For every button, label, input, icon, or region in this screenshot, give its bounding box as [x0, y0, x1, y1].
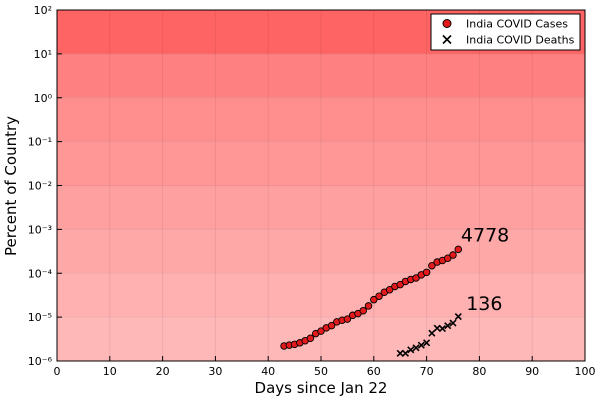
- legend-label-cases: India COVID Cases: [466, 18, 568, 31]
- background-band-4: [57, 141, 585, 186]
- y-tick-label-3: 10⁻³: [28, 223, 52, 236]
- y-tick-label-8: 10²: [34, 4, 52, 17]
- legend-label-deaths: India COVID Deaths: [466, 34, 575, 47]
- background-bands: [57, 10, 585, 361]
- x-tick-label-7: 70: [420, 365, 434, 378]
- axis-ticks: [56, 9, 586, 362]
- legend-marker-cases: [442, 19, 452, 28]
- x-axis-title: Days since Jan 22: [255, 379, 388, 397]
- annotations: 4778 136: [461, 224, 509, 315]
- case-point-27: [422, 268, 431, 277]
- death-point-0: [396, 349, 404, 357]
- annotation-1: 136: [466, 293, 502, 315]
- case-point-9: [327, 321, 336, 330]
- death-point-10: [449, 319, 457, 327]
- legend-box: [430, 13, 581, 51]
- y-tick-label-5: 10⁻¹: [28, 136, 52, 149]
- case-point-28: [428, 262, 436, 270]
- background-band-5: [57, 97, 585, 142]
- death-point-5: [423, 339, 431, 347]
- series-1: [396, 312, 462, 357]
- case-point-33: [454, 245, 463, 254]
- y-tick-label-0: 10⁻⁶: [28, 355, 53, 368]
- background-band-6: [57, 53, 585, 98]
- series-group: [280, 245, 463, 357]
- y-tick-labels: 10⁻⁶ 10⁻⁵ 10⁻⁴ 10⁻³ 10⁻² 10⁻¹ 10⁰ 10¹ 10²: [28, 4, 53, 368]
- x-tick-label-1: 10: [103, 365, 117, 378]
- y-tick-label-2: 10⁻⁴: [28, 267, 53, 280]
- background-band-2: [57, 229, 585, 274]
- case-point-16: [364, 302, 373, 310]
- y-tick-label-4: 10⁻²: [28, 180, 52, 193]
- x-tick-label-9: 90: [525, 365, 539, 378]
- case-point-17: [370, 295, 378, 304]
- annotation-0: 4778: [461, 224, 509, 246]
- legend-marker-deaths: [442, 34, 452, 45]
- y-tick-label-6: 10⁰: [34, 92, 53, 105]
- death-point-8: [438, 324, 447, 333]
- death-point-6: [428, 329, 436, 337]
- x-tick-label-4: 40: [261, 365, 275, 378]
- case-point-7: [317, 327, 325, 335]
- x-tick-label-3: 30: [208, 365, 222, 378]
- death-point-4: [417, 341, 425, 349]
- background-band-1: [57, 273, 585, 318]
- case-point-18: [375, 292, 383, 300]
- case-point-32: [449, 251, 457, 259]
- case-point-15: [359, 306, 367, 315]
- death-point-1: [401, 349, 410, 357]
- x-tick-label-10: 100: [575, 365, 596, 378]
- background-band-0: [57, 317, 585, 361]
- x-tick-labels: 0 10 20 30 40 50 60 70 80 90 100: [54, 365, 596, 378]
- x-tick-label-6: 60: [367, 365, 381, 378]
- death-point-11: [454, 312, 462, 321]
- y-tick-label-1: 10⁻⁵: [28, 311, 52, 324]
- x-tick-label-8: 80: [472, 365, 486, 378]
- death-point-2: [407, 346, 415, 354]
- background-band-3: [57, 185, 585, 230]
- case-point-20: [385, 286, 394, 294]
- case-point-5: [306, 334, 315, 343]
- legend: India COVID Cases India COVID Deaths: [430, 13, 581, 51]
- x-tick-label-5: 50: [314, 365, 328, 378]
- y-axis-title: Percent of Country: [2, 116, 20, 256]
- death-point-3: [412, 344, 420, 352]
- case-point-12: [343, 315, 352, 323]
- y-tick-label-7: 10¹: [34, 48, 52, 61]
- series-0: [280, 245, 463, 350]
- x-tick-label-2: 20: [156, 365, 170, 378]
- x-tick-label-0: 0: [54, 365, 61, 378]
- death-point-9: [444, 322, 452, 330]
